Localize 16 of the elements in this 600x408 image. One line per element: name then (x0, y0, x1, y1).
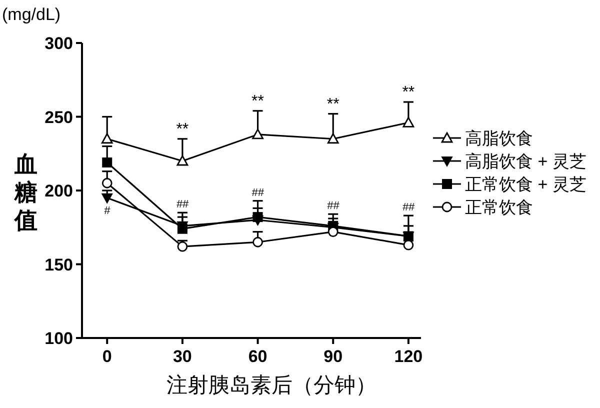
y-axis-title: 血糖值 (14, 151, 38, 233)
legend-label: 正常饮食 (465, 198, 533, 217)
annotation: ## (252, 186, 264, 199)
x-axis-title: 注射胰岛素后（分钟） (166, 374, 376, 397)
annotation: ## (326, 200, 340, 212)
annotation: ** (252, 92, 264, 110)
annotation: ** (402, 84, 415, 101)
annotation: # (104, 204, 110, 217)
legend-label: 高脂饮食 + 灵芝 (465, 152, 586, 171)
legend-label: 高脂饮食 (465, 129, 533, 148)
legend-label: 正常饮食 + 灵芝 (465, 175, 586, 194)
annotation: (mg/dL) (2, 5, 61, 24)
annotation: ** (176, 120, 189, 138)
annotation: ## (176, 198, 189, 211)
annotation: ## (402, 202, 415, 214)
annotation: ** (326, 96, 340, 113)
